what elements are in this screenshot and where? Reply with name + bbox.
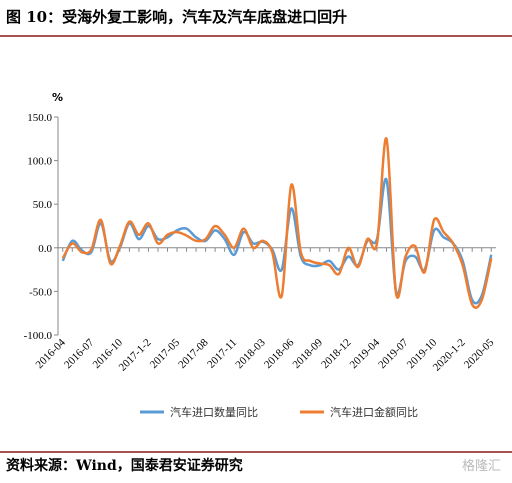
y-tick-label: 150.0: [27, 112, 52, 124]
x-tick-label: 2017-08: [176, 336, 211, 371]
x-tick-label: 2018-03: [233, 336, 268, 371]
y-tick-label: 100.0: [27, 156, 52, 168]
y-unit: %: [52, 91, 63, 104]
x-tick-label: 2017-11: [205, 337, 239, 371]
x-tick-label: 2018-12: [319, 337, 353, 371]
x-tick-label: 2017-1-2: [117, 337, 154, 374]
source: 资料来源：Wind，国泰君安证券研究: [6, 457, 243, 474]
y-tick-label: -50.0: [29, 286, 52, 298]
watermark: 格隆汇: [462, 458, 501, 474]
x-tick-label: 2018-06: [262, 336, 297, 371]
series-line: [61, 137, 493, 309]
x-tick-label: 2020-05: [462, 336, 497, 371]
x-tick-label: 2019-04: [348, 336, 383, 371]
y-tick-label: 0.0: [38, 243, 52, 255]
x-tick-label: 2019-07: [376, 336, 411, 371]
legend-label: 汽车进口金额同比: [330, 405, 418, 419]
y-tick-label: 50.0: [33, 199, 53, 211]
y-tick-label: -100.0: [24, 330, 53, 342]
x-tick-label: 2018-09: [291, 336, 326, 371]
x-tick-label: 2020-1-2: [431, 337, 468, 374]
legend-label: 汽车进口数量同比: [170, 405, 258, 419]
x-tick-label: 2017-05: [148, 336, 183, 371]
chart-title: 图 10：受海外复工影响，汽车及汽车底盘进口回升: [6, 8, 347, 26]
x-tick-label: 2016-07: [62, 336, 97, 371]
